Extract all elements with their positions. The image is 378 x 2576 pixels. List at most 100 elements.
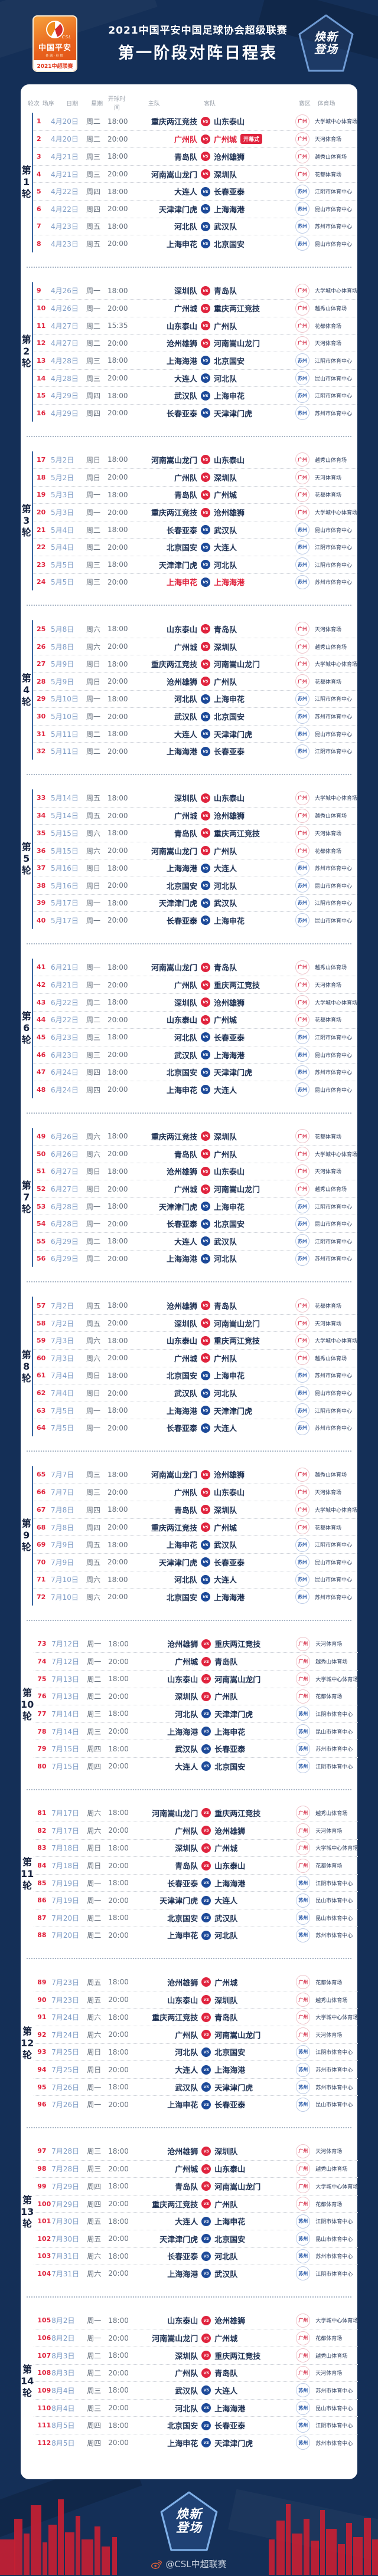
between-rounds-divider: [21, 590, 357, 620]
match-number: 77: [37, 1709, 47, 1718]
match-row: 21 5月4日 周二 18:00 长春亚泰 VS 武汉队 苏州 昆山市体育中心: [32, 520, 357, 539]
match-weekday: 周一: [86, 304, 100, 313]
match-time: 18:00: [108, 1675, 129, 1684]
match-number: 2: [36, 135, 41, 143]
match-number: 94: [37, 2066, 47, 2074]
match-date: 7月10日: [50, 1593, 79, 1602]
zone-badge: 广州: [295, 639, 309, 654]
match-weekday: 周三: [87, 2404, 102, 2413]
match-row: 2 4月20日 周二 20:00 广州队 VS 广州城 开幕式 广州 天河体育场: [32, 130, 357, 148]
away-team: 大连人: [213, 1576, 237, 1586]
match-weekday: 周二: [86, 339, 100, 348]
page-header: CSL 中国平安 金融·科技 2021中超联赛 2021中国平安中国足球协会超级…: [0, 0, 378, 84]
zone-badge: 广州: [296, 2365, 311, 2380]
match-date: 7月14日: [51, 1727, 80, 1736]
match-row: 40 5月17日 周一 20:00 长春亚泰 VS 上海申花 苏州 昆山市体育中…: [32, 911, 357, 929]
away-team: 北京国安: [214, 2235, 246, 2244]
away-team: 沧州雄狮: [214, 2317, 246, 2326]
match-date: 7月9日: [50, 1541, 74, 1550]
stadium-name: 昆山市体育中心: [315, 1915, 353, 1922]
home-team: 武汉队: [174, 392, 197, 402]
away-team: 沧州雄狮: [213, 153, 245, 162]
stadium-name: 花都体育场: [315, 2336, 343, 2342]
zone-badge: 广州: [296, 1858, 311, 1873]
match-time: 18:00: [107, 829, 128, 838]
vs-badge-icon: VS: [200, 356, 210, 366]
zone-badge: 广州: [295, 1485, 309, 1499]
match-time: 18:00: [107, 898, 128, 907]
home-team: 山东泰山: [166, 625, 197, 635]
match-row: 26 5月8日 周六 20:00 广州城 VS 深圳队 广州 越秀山体育场: [32, 637, 357, 655]
round-prefix: 第: [21, 1179, 31, 1191]
away-team: 山东泰山: [213, 1489, 245, 1498]
stadium-name: 江阴市体育中心: [314, 749, 352, 756]
vs-badge-icon: VS: [201, 2351, 211, 2361]
zone-badge: 广州: [296, 1806, 311, 1820]
away-team: 青岛队: [214, 2014, 238, 2023]
match-row: 31 5月11日 周二 18:00 大连人 VS 天津津门虎 苏州 昆山市体育中…: [32, 724, 357, 743]
match-number: 39: [36, 899, 46, 907]
stadium-name: 江阴市体育中心: [314, 189, 352, 196]
home-team: 河南嵩山龙门: [151, 964, 197, 973]
match-weekday: 周一: [86, 963, 100, 972]
match-time: 18:00: [107, 1301, 128, 1310]
match-date: 7月7日: [50, 1488, 74, 1497]
match-time: 20:00: [107, 846, 128, 855]
home-team: 深圳队: [175, 1845, 198, 1854]
zone-badge: 苏州: [296, 1741, 311, 1756]
match-time: 20:00: [107, 1254, 128, 1263]
match-number: 107: [37, 2351, 51, 2360]
vs-badge-icon: VS: [200, 408, 210, 418]
away-team: 广州城: [213, 491, 237, 501]
match-date: 7月31日: [51, 2252, 80, 2261]
match-number: 83: [37, 1844, 47, 1852]
home-team: 河南嵩山龙门: [151, 1471, 197, 1481]
match-row: 99 7月29日 周四 18:00 青岛队 VS 河南嵩山龙门 广州 大学城中心…: [34, 2177, 359, 2195]
match-time: 18:00: [107, 1540, 128, 1549]
match-date: 5月9日: [50, 660, 74, 669]
zone-badge: 广州: [295, 336, 309, 350]
home-team: 广州队: [174, 474, 197, 483]
away-team: 青岛队: [213, 625, 237, 635]
home-team: 河北队: [174, 1033, 197, 1043]
match-weekday: 周四: [86, 409, 100, 418]
match-number: 7: [36, 222, 41, 231]
match-date: 7月20日: [51, 1931, 80, 1940]
home-team: 深圳队: [175, 1693, 198, 1702]
round-number: 6: [23, 1022, 30, 1034]
stadium-name: 花都体育场: [315, 1694, 343, 1701]
zone-badge: 广州: [295, 1351, 309, 1366]
round-label: 第 4 轮: [22, 672, 31, 708]
home-team: 河南嵩山龙门: [152, 2335, 198, 2344]
vs-badge-icon: VS: [201, 2181, 211, 2191]
match-time: 20:00: [107, 205, 128, 214]
away-team: 武汉队: [213, 1541, 237, 1551]
match-time: 18:00: [107, 1505, 128, 1514]
home-team: 青岛队: [174, 829, 197, 839]
home-team: 上海申花: [166, 579, 197, 588]
away-team: 沧州雄狮: [214, 1827, 246, 1836]
match-number: 4: [36, 170, 41, 178]
home-team: 山东泰山: [167, 2317, 198, 2326]
home-team: 河南嵩山龙门: [151, 170, 197, 180]
stadium-name: 昆山市体育中心: [315, 2406, 353, 2412]
stadium-name: 花都体育场: [314, 323, 341, 330]
match-row: 46 6月23日 周三 20:00 武汉队 VS 上海海港 苏州 昆山市体育中心: [32, 1045, 357, 1064]
zone-badge: 苏州: [295, 878, 309, 893]
match-date: 4月23日: [50, 222, 79, 231]
match-number: 61: [36, 1371, 46, 1380]
stadium-name: 江阴市体育中心: [314, 393, 352, 400]
vs-badge-icon: VS: [201, 1808, 211, 1818]
stadium-name: 大学城中心体育场: [314, 1338, 357, 1345]
csl-league-logo: CSL 中国平安 金融·科技 2021中超联赛: [32, 15, 77, 72]
match-weekday: 周六: [86, 1150, 100, 1159]
vs-badge-icon: VS: [200, 577, 210, 587]
match-number: 67: [36, 1505, 46, 1514]
match-time: 20:00: [108, 1896, 129, 1905]
round-number: 10: [21, 1699, 34, 1711]
zone-badge: 苏州: [295, 371, 309, 386]
match-number: 89: [37, 1978, 47, 1986]
match-date: 5月3日: [50, 508, 74, 517]
col-home-team: 主队: [148, 100, 160, 107]
vs-badge-icon: VS: [200, 1032, 210, 1042]
